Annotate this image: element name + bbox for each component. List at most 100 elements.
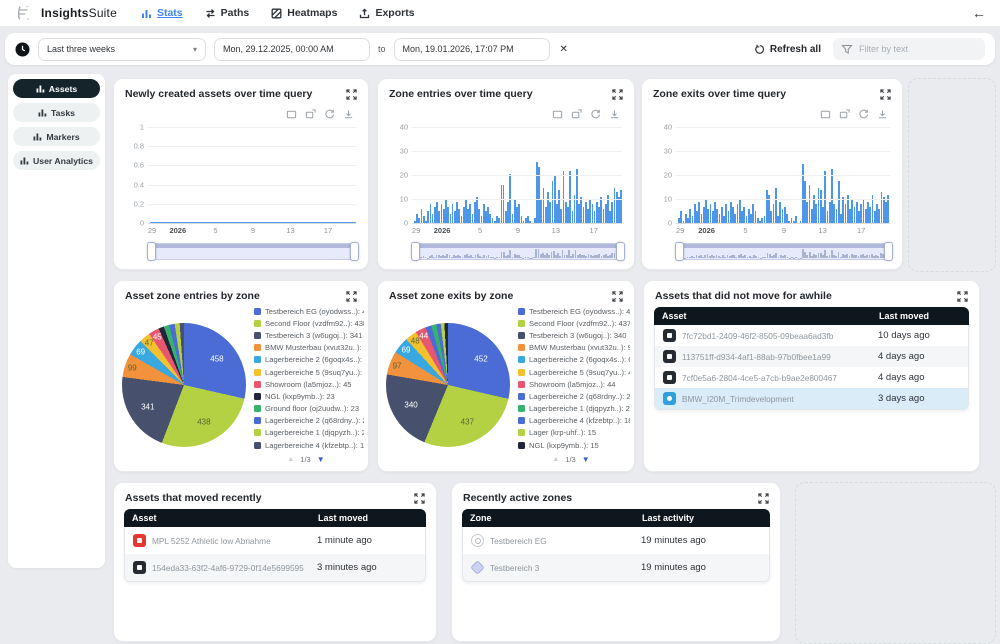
table-row[interactable]: 154eda33-63f2-4af6-9729-0f14e5699595 3 mi… (125, 554, 425, 581)
slider-sparkline (680, 249, 889, 258)
zoom-select-icon[interactable] (552, 109, 563, 120)
legend-marker (254, 319, 261, 327)
legend-item[interactable]: Showroom (la5mjoz..): 44 (518, 378, 630, 390)
slider-track[interactable] (415, 244, 621, 248)
slider-handle-right[interactable] (350, 242, 359, 261)
download-icon[interactable] (877, 109, 888, 120)
legend-prev-icon[interactable]: ▲ (287, 456, 295, 463)
sidebar-item-tasks[interactable]: Tasks (13, 103, 100, 122)
tab-exports[interactable]: Exports (359, 7, 415, 19)
date-from-input[interactable] (214, 37, 370, 61)
legend-item[interactable]: NGL (kxp9ymb..): 15 (518, 439, 630, 451)
legend-item[interactable]: Lagerbereiche 1 (djqpyzh..): 21 (254, 427, 364, 439)
table-row[interactable]: MPL 5252 Athletic low Abnahme 1 minute ag… (125, 527, 425, 554)
legend-next-icon[interactable]: ▼ (316, 455, 325, 464)
time-range-dropdown[interactable]: Last three weeks ▾ (38, 37, 206, 61)
tab-heatmaps[interactable]: Heatmaps (271, 7, 337, 19)
legend-item[interactable]: BMW Musterbau (xvut32u..): 99 (254, 342, 364, 354)
expand-icon[interactable] (346, 291, 357, 302)
legend-item[interactable]: Lagerbereiche 2 (q68rdny..): 23 (254, 415, 364, 427)
gridline (412, 151, 622, 152)
sidebar-item-user-analytics[interactable]: User Analytics (13, 151, 100, 170)
legend-item[interactable]: Testbereich 3 (w6ugoj..): 341 (254, 329, 364, 341)
expand-icon[interactable] (880, 89, 891, 100)
legend-item[interactable]: Testbereich EG (oyodwss..): 458 (254, 305, 364, 317)
back-arrow[interactable]: ← (972, 5, 986, 21)
legend-marker (518, 441, 525, 449)
legend-item[interactable]: Lagerbereiche 5 (9suq7yu..): 47 (254, 366, 364, 378)
tab-paths[interactable]: Paths (205, 7, 249, 19)
legend-item[interactable]: NGL (kxp9ymb..): 23 (254, 390, 364, 402)
legend-next-icon[interactable]: ▼ (581, 455, 590, 464)
slider-track[interactable] (151, 244, 355, 248)
table-row[interactable]: BMW_I20M_Trimdevelopment 3 days ago (655, 388, 968, 409)
legend-item[interactable]: Lagerbereiche 5 (9suq7yu..): 48 (518, 366, 630, 378)
legend-item[interactable]: Second Floor (vzdfm92..): 437 (518, 317, 630, 329)
legend-marker (254, 392, 261, 400)
clear-dates-icon[interactable]: ✕ (559, 43, 568, 55)
legend-item[interactable]: Lagerbereiche 1 (djqpyzh..): 21 (518, 403, 630, 415)
legend-item[interactable]: Lager (krp-uhf..): 15 (518, 427, 630, 439)
tab-stats[interactable]: Stats (141, 7, 183, 19)
table-row[interactable]: Testbereich EG 19 minutes ago (463, 527, 769, 554)
zoom-slider[interactable] (147, 242, 359, 261)
table-header: Zone Last activity (462, 509, 770, 527)
expand-icon[interactable] (612, 291, 623, 302)
zoom-reset-icon[interactable] (571, 109, 582, 120)
restore-icon[interactable] (324, 109, 335, 120)
restore-icon[interactable] (858, 109, 869, 120)
legend-item[interactable]: Second Floor (vzdfm92..): 438 (254, 317, 364, 329)
assets-not-moved-table: Asset Last moved 7fc72bd1-2409-46f2-8505… (654, 307, 969, 410)
legend-label: Second Floor (vzdfm92..): 437 (529, 318, 630, 328)
zoom-reset-icon[interactable] (305, 109, 316, 120)
legend-item[interactable]: Lagerbereiche 2 (6goqx4s..): 69 (254, 354, 364, 366)
refresh-all-button[interactable]: Refresh all (754, 44, 821, 55)
table-row[interactable]: 7fc72bd1-2409-46f2-8505-09beaa6ad3fb 10 d… (655, 325, 968, 346)
expand-icon[interactable] (346, 89, 357, 100)
download-icon[interactable] (343, 109, 354, 120)
table-row[interactable]: 113751ff-d934-4af1-88ab-97b0fbee1a99 4 da… (655, 346, 968, 367)
legend-label: Testbereich 3 (w6ugoj..): 340 (529, 330, 627, 340)
table-body: MPL 5252 Athletic low Abnahme 1 minute ag… (124, 527, 426, 582)
zoom-select-icon[interactable] (820, 109, 831, 120)
slider-handle-left[interactable] (147, 242, 156, 261)
zoom-slider[interactable] (675, 242, 893, 261)
slider-handle-left[interactable] (675, 242, 684, 261)
legend-item[interactable]: Lagerbereiche 4 (kfzebtp..): 18 (254, 439, 364, 451)
legend-marker (518, 356, 525, 364)
x-axis-label: 29 (675, 226, 685, 235)
expand-icon[interactable] (414, 493, 425, 504)
table-row[interactable]: 7cf0e5a6-2804-4ce5-a7cb-b9ae2e800467 4 da… (655, 367, 968, 388)
slider-handle-right[interactable] (884, 242, 893, 261)
slider-handle-left[interactable] (411, 242, 420, 261)
expand-icon[interactable] (612, 89, 623, 100)
legend-marker (518, 319, 525, 327)
gridline (676, 151, 890, 152)
text-filter-input[interactable] (833, 38, 985, 60)
legend-item[interactable]: Lagerbereiche 2 (q68rdny..): 25 (518, 390, 630, 402)
legend-item[interactable]: Showroom (la5mjoz..): 45 (254, 378, 364, 390)
tag-red-icon (133, 534, 146, 547)
table-row[interactable]: Testbereich 3 19 minutes ago (463, 554, 769, 581)
slider-handle-right[interactable] (616, 242, 625, 261)
zoom-select-icon[interactable] (286, 109, 297, 120)
expand-icon[interactable] (957, 291, 968, 302)
legend-item[interactable]: BMW Musterbau (xvut32u..): 97 (518, 342, 630, 354)
legend-item[interactable]: Lagerbereiche 2 (6goqx4s..): 69 (518, 354, 630, 366)
restore-icon[interactable] (590, 109, 601, 120)
zoom-slider[interactable] (411, 242, 625, 261)
zoom-reset-icon[interactable] (839, 109, 850, 120)
date-to-input[interactable] (393, 37, 550, 61)
legend-item[interactable]: Lagerbereiche 4 (kfzebtp..): 18 (518, 415, 630, 427)
slider-track[interactable] (679, 244, 889, 248)
expand-icon[interactable] (758, 493, 769, 504)
legend-prev-icon[interactable]: ▲ (552, 456, 560, 463)
legend-item[interactable]: Ground floor (oj2uudw..): 23 (254, 403, 364, 415)
legend-item[interactable]: Testbereich 3 (w6ugoj..): 340 (518, 329, 630, 341)
legend-item[interactable]: Testbereich EG (oyodwss..): 452 (518, 305, 630, 317)
pie-chart[interactable] (122, 323, 246, 447)
pie-chart[interactable] (386, 323, 510, 447)
sidebar-item-assets[interactable]: Assets (13, 79, 100, 98)
download-icon[interactable] (609, 109, 620, 120)
sidebar-item-markers[interactable]: Markers (13, 127, 100, 146)
